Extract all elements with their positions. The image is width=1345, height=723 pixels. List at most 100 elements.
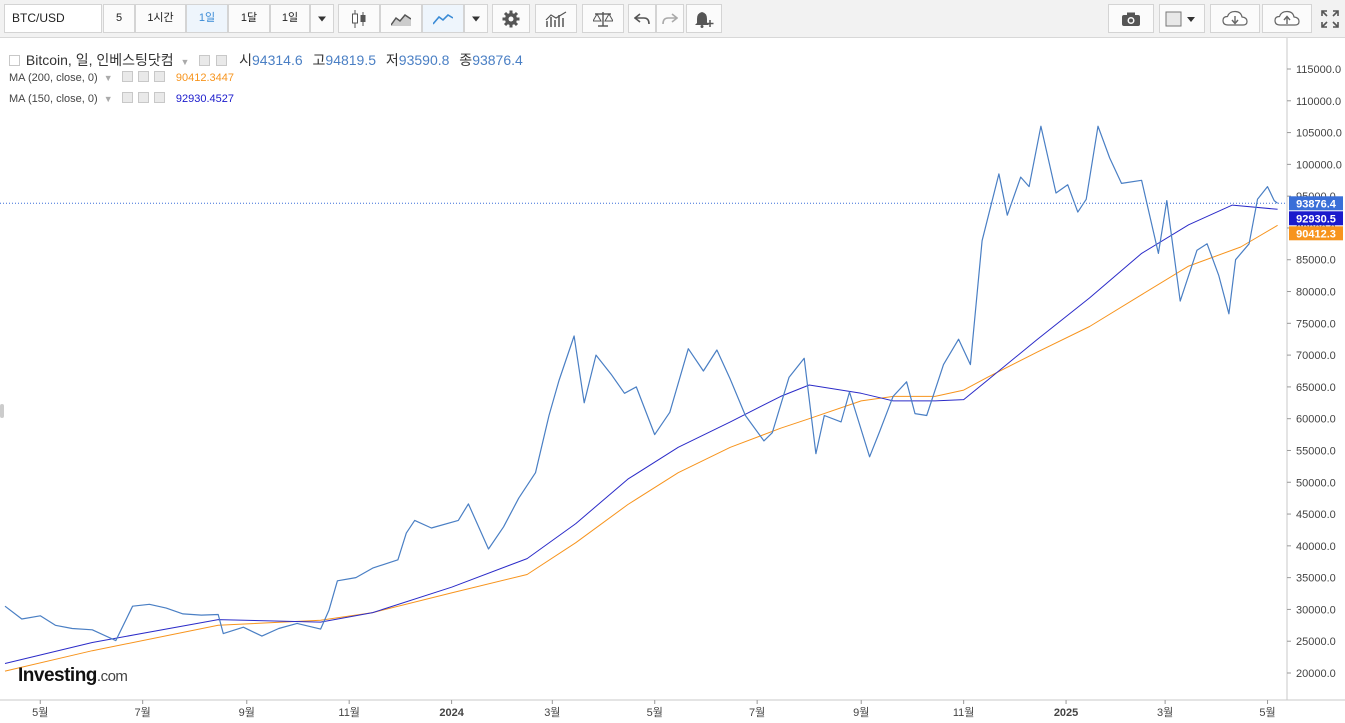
line-chart-button[interactable] [422,4,464,33]
y-tick-label: 35000.0 [1296,573,1336,585]
candlestick-chart-button[interactable] [338,4,380,33]
alert-button[interactable] [686,4,722,33]
bar-chart-icon [545,10,567,27]
settings-icon[interactable] [137,92,149,103]
ma150-label: MA (150, close, 0) [9,93,98,105]
compare-button[interactable] [582,4,624,33]
settings-icon[interactable] [137,71,149,82]
area-chart-icon [391,13,411,26]
low-value: 93590.8 [398,52,450,68]
y-tick-label: 40000.0 [1296,541,1336,553]
close-value: 93876.4 [472,52,523,68]
x-tick-label: 5월 [1259,706,1275,718]
ma150-legend: MA (150, close, 0) ▼ 92930.4527 [9,92,234,105]
logo-suffix: .com [96,668,128,685]
interval-button-1d[interactable]: 1일 [186,4,228,33]
y-tick-label: 60000.0 [1296,414,1336,426]
chevron-down-icon [318,16,326,21]
color-picker-button[interactable] [1159,4,1205,33]
area-chart-button[interactable] [380,4,422,33]
x-tick-label: 5월 [647,706,663,718]
undo-icon [634,12,650,24]
visibility-icon[interactable] [199,55,211,66]
collapse-icon[interactable] [9,55,20,66]
interval-button-1m[interactable]: 1달 [228,4,270,33]
price-series-line [4,125,1278,642]
y-tick-label: 25000.0 [1296,636,1336,648]
x-tick-label: 11월 [953,706,975,718]
ma200-price-tag [1289,226,1343,241]
y-tick-label: 50000.0 [1296,477,1336,489]
high-value: 94819.5 [325,52,377,68]
close-label: 종 [459,52,473,68]
redo-button[interactable] [656,4,684,33]
fullscreen-icon [1321,9,1339,28]
fullscreen-button[interactable] [1316,4,1344,33]
ma150-price-tag-label: 92930.5 [1296,213,1336,225]
chevron-down-icon[interactable]: ▼ [180,57,190,67]
visibility-icon[interactable] [121,92,133,103]
y-tick-label: 20000.0 [1296,668,1336,680]
low-label: 저 [385,52,399,68]
symbol-input[interactable]: BTC/USD [4,4,102,33]
main-legend: Bitcoin, 일, 인베스팅닷컴 ▼ 시94314.6 고94819.5 저… [9,50,523,70]
x-tick-label: 11월 [338,706,360,718]
redo-icon [662,12,678,24]
candlestick-chart-icon [352,9,366,28]
ma200-legend: MA (200, close, 0) ▼ 90412.3447 [9,71,234,84]
interval-button-1d-alt[interactable]: 1일 [270,4,310,33]
y-tick-label: 110000.0 [1296,96,1341,108]
visibility-icon[interactable] [121,71,133,82]
logo-main: Investing [18,665,97,686]
y-tick-label: 105000.0 [1296,128,1342,140]
y-tick-label: 55000.0 [1296,445,1336,457]
legend-title: Bitcoin, 일, 인베스팅닷컴 [25,52,174,68]
resize-handle[interactable] [0,404,4,418]
y-tick-label: 30000.0 [1296,604,1336,616]
close-icon[interactable] [153,71,165,82]
ma200-label: MA (200, close, 0) [9,72,98,84]
interval-dropdown[interactable] [310,4,334,33]
cloud-upload-button[interactable] [1262,4,1312,33]
ma150-series-line [4,204,1278,664]
x-tick-label: 3월 [544,706,560,718]
settings-button[interactable] [492,4,530,33]
cloud-download-button[interactable] [1210,4,1260,33]
ma200-series-line [4,224,1278,672]
screenshot-button[interactable] [1108,4,1154,33]
line-chart-icon [433,13,453,25]
undo-button[interactable] [628,4,656,33]
indicators-button[interactable] [535,4,577,33]
interval-button-1h[interactable]: 1시간 [135,4,186,33]
price-price-tag [1289,196,1343,211]
cloud-upload-icon [1274,10,1300,26]
ma200-price-tag-label: 90412.3 [1296,228,1336,240]
x-tick-label: 5월 [32,706,48,718]
interval-button-5[interactable]: 5 [103,4,135,33]
chart-panel[interactable]: 115000.0110000.0105000.0100000.095000.09… [0,38,1345,719]
y-tick-label: 85000.0 [1296,255,1336,267]
close-icon[interactable] [153,92,165,103]
x-tick-label: 2024 [439,707,464,718]
ma200-value: 90412.3447 [175,72,235,84]
y-tick-label: 75000.0 [1296,318,1336,330]
chart-toolbar: BTC/USD 5 1시간 1일 1달 1일 [0,0,1345,38]
ma150-value: 92930.4527 [175,93,235,105]
x-tick-label: 2025 [1054,707,1078,718]
x-tick-label: 7월 [749,706,765,718]
chevron-down-icon[interactable]: ▼ [103,94,113,104]
high-label: 고 [312,52,326,68]
cloud-download-icon [1222,10,1248,26]
x-tick-label: 9월 [853,706,869,718]
x-tick-label: 3월 [1157,706,1173,718]
investing-logo: Investing.com [18,665,128,687]
y-tick-label: 115000.0 [1296,64,1341,76]
x-tick-label: 9월 [239,706,255,718]
chart-type-dropdown[interactable] [464,4,488,33]
price-chart[interactable]: 115000.0110000.0105000.0100000.095000.09… [0,38,1345,719]
y-tick-label: 80000.0 [1296,287,1336,299]
settings-icon[interactable] [216,55,228,66]
scales-icon [593,11,613,27]
chevron-down-icon[interactable]: ▼ [103,73,113,83]
open-value: 94314.6 [252,52,303,68]
